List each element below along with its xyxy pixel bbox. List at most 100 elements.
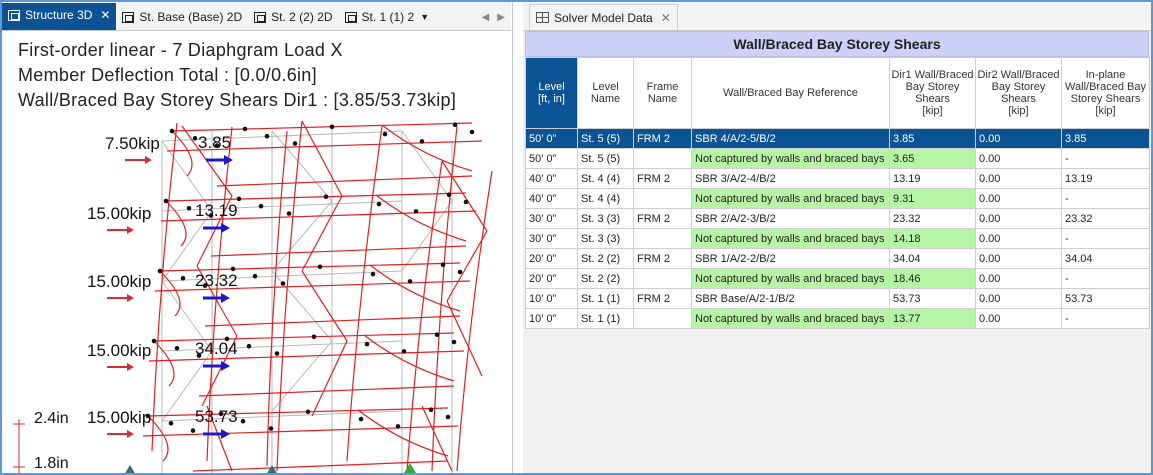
3d-viewport[interactable]: First-order linear - 7 Diaphgram Load X …: [2, 31, 511, 473]
beam-member: [142, 425, 459, 437]
tab-st-2-2d[interactable]: St. 2 (2) 2D: [248, 4, 338, 30]
table-title: Wall/Braced Bay Storey Shears: [525, 31, 1149, 57]
cell-ref: Not captured by walls and braced bays: [691, 188, 890, 209]
cell-name: St. 2 (2): [577, 248, 634, 269]
beam-member: [375, 194, 467, 242]
cell-dir1: 18.46: [889, 268, 976, 289]
cell-name: St. 5 (5): [577, 148, 634, 169]
node-point: [434, 332, 440, 338]
scroll-left-icon[interactable]: ◀: [481, 11, 490, 23]
cell-frame: FRM 2: [633, 248, 692, 269]
brace-member: [301, 270, 348, 342]
tab-solver-model-data[interactable]: Solver Model Data ✕: [529, 4, 678, 30]
cell-inplane: -: [1061, 308, 1150, 329]
cell-frame: [633, 148, 692, 169]
node-point: [469, 129, 475, 135]
load-arrow-head: [127, 226, 134, 234]
beam-member: [165, 192, 467, 202]
node-point: [305, 409, 311, 415]
node-point: [274, 351, 280, 356]
cell-frame: FRM 2: [633, 288, 692, 309]
table-row[interactable]: 30’ 0” St. 3 (3) Not captured by walls and…: [525, 228, 1150, 249]
cell-dir1: 13.77: [889, 308, 976, 329]
table-row[interactable]: 20’ 0” St. 2 (2) Not captured by walls and…: [525, 268, 1150, 289]
column-header-unit: Name: [647, 93, 678, 105]
column-header[interactable]: Frame Name: [633, 57, 692, 129]
column-header-title: Level: [592, 81, 619, 93]
node-point: [224, 336, 230, 342]
column-header[interactable]: Dir2 Wall/Braced Bay Storey Shears [kip]: [975, 57, 1062, 129]
scroll-right-icon[interactable]: ▶: [497, 11, 505, 23]
column-member: [151, 122, 178, 452]
column-header[interactable]: Level [ft, in]: [525, 57, 578, 129]
beam-member: [147, 415, 169, 462]
beam-member: [159, 262, 461, 272]
node-point: [401, 349, 407, 354]
table-row[interactable]: 10’ 0” St. 1 (1) FRM 2 SBR Base/A/2-1/B/2 53…: [525, 288, 1150, 309]
column-header[interactable]: Wall/Braced Bay Reference: [691, 57, 890, 129]
member-nodes: [145, 122, 475, 433]
column-header[interactable]: Level Name: [577, 57, 634, 129]
brace-member: [201, 335, 238, 407]
column-header-title: Level: [538, 81, 565, 93]
node-point: [451, 339, 457, 345]
node-point: [196, 353, 202, 358]
node-point: [242, 126, 248, 132]
right-tab-bar: Solver Model Data ✕: [523, 2, 1151, 31]
cell-inplane: -: [1061, 228, 1150, 249]
applied-load-label: 15.00kip: [87, 272, 152, 291]
cell-name: St. 2 (2): [577, 268, 634, 289]
close-icon[interactable]: ✕: [100, 8, 111, 22]
cell-dir2: 0.00: [975, 168, 1062, 189]
cell-dir2: 0.00: [975, 228, 1062, 249]
cell-inplane: 53.73: [1061, 288, 1150, 309]
cell-name: St. 1 (1): [577, 308, 634, 329]
table-row[interactable]: 40’ 0” St. 4 (4) Not captured by walls and…: [525, 188, 1150, 209]
column-header-unit: [kip]: [922, 105, 943, 117]
table-row[interactable]: 20’ 0” St. 2 (2) FRM 2 SBR 1/A/2-2/B/2 34.04…: [525, 248, 1150, 269]
table-row[interactable]: 30’ 0” St. 3 (3) FRM 2 SBR 2/A/2-3/B/2 23.32…: [525, 208, 1150, 229]
node-point: [311, 334, 317, 340]
cell-ref: SBR Base/A/2-1/B/2: [691, 288, 890, 309]
node-point: [230, 266, 236, 272]
beam-member: [159, 270, 181, 317]
cell-dir1: 14.18: [889, 228, 976, 249]
beam-member: [381, 124, 473, 172]
view-3d-icon: [8, 9, 20, 21]
tab-st-base-2d[interactable]: St. Base (Base) 2D: [116, 4, 248, 30]
cell-name: St. 4 (4): [577, 188, 634, 209]
tab-structure-3d[interactable]: Structure 3D ✕: [2, 3, 117, 30]
node-point: [202, 283, 208, 288]
cell-ref: SBR 3/A/2-4/B/2: [691, 168, 890, 189]
load-arrow-head: [127, 430, 134, 438]
beam-member: [166, 140, 483, 152]
cell-ref: SBR 4/A/2-5/B/2: [691, 128, 890, 149]
column-header-title: Wall/Braced Bay Reference: [723, 87, 858, 99]
tab-st-1-2d[interactable]: St. 1 (1) 2 ▼: [339, 4, 436, 30]
shear-table-container: Wall/Braced Bay Storey Shears Level [ft, …: [525, 31, 1150, 329]
supports: [125, 463, 416, 473]
grid-line: [161, 340, 403, 352]
cell-frame: [633, 308, 692, 329]
column-header-title: Frame: [646, 81, 679, 93]
column-header[interactable]: In-plane Wall/Braced Bay Storey Shears [k…: [1061, 57, 1150, 129]
dropdown-arrow-icon[interactable]: ▼: [420, 12, 430, 22]
shear-arrow-head: [221, 429, 230, 439]
table-row[interactable]: 10’ 0” St. 1 (1) Not captured by walls and…: [525, 308, 1150, 329]
view-2d-icon: [254, 11, 267, 23]
table-row[interactable]: 50’ 0” St. 5 (5) Not captured by walls and…: [525, 148, 1150, 169]
table-row[interactable]: 40’ 0” St. 4 (4) FRM 2 SBR 3/A/2-4/B/2 13.19…: [525, 168, 1150, 189]
table-row[interactable]: 50’ 0” St. 5 (5) FRM 2 SBR 4/A/2-5/B/2 3.85 0…: [525, 128, 1150, 149]
support-icon: [267, 465, 277, 473]
cell-dir1: 34.04: [889, 248, 976, 269]
cell-inplane: 34.04: [1061, 248, 1150, 269]
cell-level: 50’ 0”: [525, 128, 578, 149]
cell-name: St. 3 (3): [577, 228, 634, 249]
column-header[interactable]: Dir1 Wall/Braced Bay Storey Shears [kip]: [889, 57, 976, 129]
cell-dir2: 0.00: [975, 208, 1062, 229]
table-icon: [536, 12, 549, 23]
close-icon[interactable]: ✕: [660, 10, 671, 25]
node-point: [214, 143, 220, 148]
cell-name: St. 4 (4): [577, 168, 634, 189]
view-2d-icon: [122, 11, 135, 23]
